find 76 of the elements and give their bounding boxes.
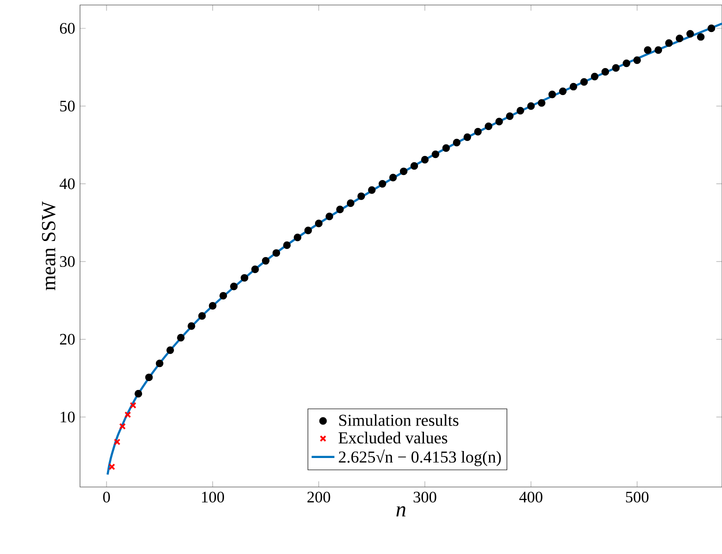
point — [548, 90, 556, 98]
point — [538, 99, 546, 107]
legend-label: 2.625√n − 0.4153 log(n) — [338, 449, 501, 466]
point — [304, 226, 312, 234]
point — [644, 46, 652, 54]
point — [114, 438, 120, 446]
y-tick-label: 50 — [60, 100, 75, 112]
point — [452, 138, 461, 146]
point — [612, 64, 620, 72]
point — [570, 82, 578, 90]
point — [230, 282, 238, 290]
point — [208, 302, 216, 310]
point — [272, 249, 280, 257]
point — [145, 374, 153, 382]
x-tick-label: 400 — [519, 492, 542, 502]
point — [283, 241, 291, 250]
y-tick-label: 10 — [60, 412, 75, 422]
y-tick-label: 30 — [60, 256, 75, 267]
point — [665, 39, 673, 47]
point — [251, 266, 259, 274]
point — [654, 46, 662, 54]
point — [464, 133, 472, 141]
point — [400, 168, 408, 176]
point — [368, 186, 376, 194]
point — [219, 292, 228, 300]
x-axis-title: n — [396, 506, 406, 516]
point — [357, 192, 366, 200]
point — [601, 68, 610, 76]
point — [108, 463, 116, 470]
x-tick-label: 100 — [202, 492, 224, 502]
point — [580, 78, 588, 86]
point — [378, 180, 386, 188]
point — [134, 390, 142, 398]
point — [294, 234, 302, 242]
point — [124, 411, 132, 418]
point — [389, 174, 397, 182]
point — [240, 274, 248, 282]
y-tick-label: 60 — [60, 22, 75, 34]
point — [166, 346, 174, 354]
point — [156, 360, 164, 368]
y-tick-label: 20 — [60, 334, 75, 345]
point — [432, 150, 440, 158]
point — [622, 60, 630, 68]
point — [177, 334, 185, 342]
y-tick-label: 40 — [60, 178, 75, 190]
point — [506, 112, 514, 120]
point — [474, 128, 482, 136]
point — [130, 402, 136, 409]
point — [527, 102, 535, 110]
x-tick-label: 0 — [103, 492, 110, 502]
point — [559, 87, 567, 96]
point — [336, 206, 344, 214]
point — [495, 118, 503, 126]
x-tick-label: 500 — [626, 492, 648, 502]
point — [326, 212, 334, 220]
y-axis-title: mean SSW — [42, 201, 56, 290]
point — [516, 106, 524, 115]
x-tick-label: 200 — [307, 492, 330, 502]
point — [676, 34, 684, 42]
point — [262, 256, 270, 265]
point — [198, 312, 206, 320]
point — [314, 220, 323, 228]
point — [484, 122, 492, 130]
point — [188, 322, 196, 330]
point — [590, 72, 598, 80]
point — [442, 144, 450, 152]
point — [346, 199, 354, 208]
x-tick-label: 300 — [414, 492, 436, 502]
point — [410, 162, 418, 170]
legend-label: Simulation results — [339, 414, 458, 426]
legend-label: Excluded values — [338, 432, 448, 444]
point — [421, 156, 429, 164]
point — [119, 423, 126, 430]
point — [633, 56, 641, 64]
point — [686, 30, 694, 38]
line-series — [106, 22, 722, 476]
